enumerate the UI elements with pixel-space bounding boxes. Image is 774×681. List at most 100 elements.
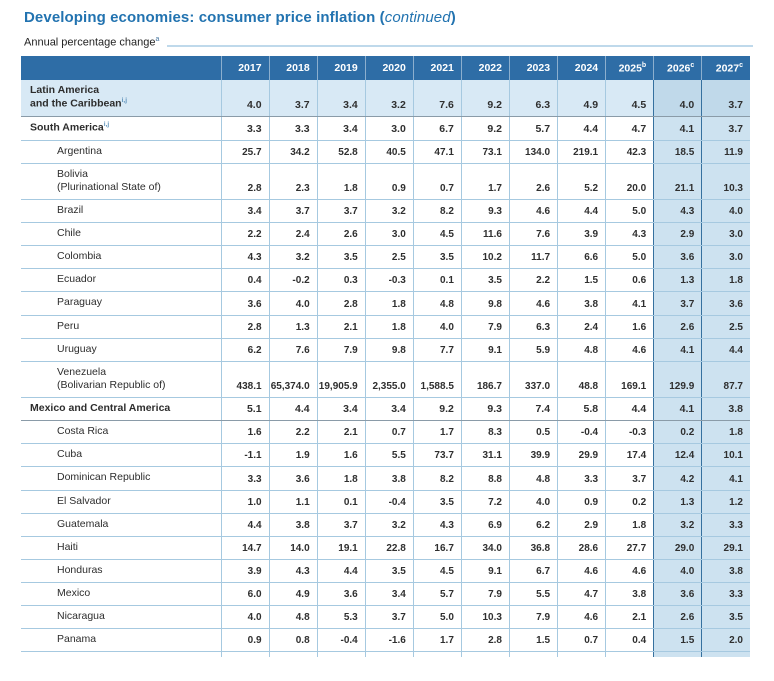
cutoff-row-cell [701,651,750,658]
value-cell-2017: 4.3 [220,245,270,270]
cutoff-row-cell [268,651,318,658]
value-cell-2023: 6.7 [508,559,558,584]
value-cell-2022: 7.9 [460,582,510,607]
value-cell-2025: 4.3 [605,222,654,247]
value-cell-2017: 14.7 [220,536,270,560]
year-footnote-marker: b [641,61,647,69]
cutoff-row-cell [220,651,270,658]
value-cell-2024: -0.4 [557,420,606,445]
value-cell-2025: 5.0 [605,199,654,224]
value-cell-2023: 39.9 [508,443,558,468]
value-cell-2017: 438.1 [220,361,270,399]
row-label: Guatemala [21,513,221,537]
table-row-south-america: South Americai,j 3.3 3.3 3.4 3.0 6.7 9.2 5.7 4.4… [21,116,750,141]
value-cell-2027: 3.3 [701,513,750,537]
value-cell-2022: 2.8 [460,628,510,653]
value-cell-2027: 3.0 [701,222,750,247]
value-cell-2025: 20.0 [605,163,654,200]
row-label: Colombia [21,245,221,270]
value-cell-2017: 4.0 [220,80,270,117]
value-cell-2027: 2.5 [701,315,750,339]
report-page: Developing economies: consumer price inf… [21,9,753,658]
table-body: Latin America and the Caribbeani,j 4.0 3.7 3… [21,80,750,658]
value-cell-2025: 4.4 [605,397,654,422]
value-cell-2017: 3.6 [220,291,270,316]
value-cell-2025: 3.7 [605,466,654,491]
value-cell-2025: 4.1 [605,291,654,316]
value-cell-2024: 4.6 [557,559,606,584]
table-row-mexico-and-central-america: Mexico and Central America 5.1 4.4 3.4 3.4 9.… [21,397,750,422]
value-cell-2020: -1.6 [364,628,414,653]
value-cell-2024: 219.1 [557,140,606,164]
row-label: Mexico and Central America [21,397,221,422]
value-cell-2027: 11.9 [701,140,750,164]
value-cell-2025: 5.0 [605,245,654,270]
table-row-panama: Panama 0.9 0.8 -0.4 -1.6 1.7 2.8 1.5 0.7 0.4 1.5 2.… [21,628,750,653]
value-cell-2021: 1.7 [412,420,462,445]
value-cell-2024: 4.6 [557,605,606,630]
value-cell-2023: 0.5 [508,420,558,445]
value-cell-2023: 7.4 [508,397,558,422]
value-cell-2022: 8.3 [460,420,510,445]
value-cell-2020: 5.5 [364,443,414,468]
value-cell-2018: 7.6 [268,338,318,362]
value-cell-2017: 25.7 [220,140,270,164]
value-cell-2023: 4.6 [508,291,558,316]
value-cell-2027: 4.4 [701,338,750,362]
value-cell-2021: 4.0 [412,315,462,339]
value-cell-2026: 4.1 [653,338,702,362]
value-cell-2018: 1.9 [268,443,318,468]
value-cell-2020: 3.2 [364,80,414,117]
value-cell-2021: 8.2 [412,199,462,224]
value-cell-2022: 31.1 [460,443,510,468]
value-cell-2023: 2.6 [508,163,558,200]
value-cell-2024: 29.9 [557,443,606,468]
value-cell-2026: 4.3 [653,199,702,224]
value-cell-2020: 3.2 [364,199,414,224]
table-row-brazil: Brazil 3.4 3.7 3.7 3.2 8.2 9.3 4.6 4.4 5.0 4.3 4.0 [21,199,750,224]
value-cell-2025: 4.6 [605,559,654,584]
value-cell-2025: 4.5 [605,80,654,117]
value-cell-2021: 3.5 [412,490,462,514]
value-cell-2026: 4.1 [653,116,702,141]
value-cell-2018: 2.4 [268,222,318,247]
value-cell-2023: 11.7 [508,245,558,270]
value-cell-2018: 65,374.0 [268,361,318,399]
value-cell-2025: 2.1 [605,605,654,630]
row-label: South Americai,j [21,116,221,141]
value-cell-2019: 0.1 [316,490,366,514]
value-cell-2025: 4.7 [605,116,654,141]
row-label: Mexico [21,582,221,607]
value-cell-2018: 3.7 [268,80,318,117]
value-cell-2019: 1.6 [316,443,366,468]
page-title-text: Developing economies: consumer price inf… [24,9,376,26]
value-cell-2022: 9.2 [460,116,510,141]
value-cell-2020: 2.5 [364,245,414,270]
year-header-2024: 2024 [557,55,606,81]
table-row-guatemala: Guatemala 4.4 3.8 3.7 3.2 4.3 6.9 6.2 2.9 1.8 3.2 3… [21,513,750,537]
value-cell-2026: 2.6 [653,605,702,630]
value-cell-2017: 2.8 [220,163,270,200]
value-cell-2024: 4.4 [557,116,606,141]
value-cell-2023: 5.5 [508,582,558,607]
value-cell-2024: 28.6 [557,536,606,560]
value-cell-2021: 9.2 [412,397,462,422]
value-cell-2024: 1.5 [557,268,606,293]
value-cell-2022: 7.9 [460,315,510,339]
value-cell-2020: 3.5 [364,559,414,584]
value-cell-2019: 19.1 [316,536,366,560]
page-title: Developing economies: consumer price inf… [24,9,753,26]
value-cell-2018: 34.2 [268,140,318,164]
value-cell-2026: 29.0 [653,536,702,560]
row-label: El Salvador [21,490,221,514]
value-cell-2024: 3.9 [557,222,606,247]
value-cell-2024: 5.8 [557,397,606,422]
value-cell-2020: 9.8 [364,338,414,362]
year-header-2019: 2019 [316,55,366,81]
value-cell-2017: 5.1 [220,397,270,422]
value-cell-2026: 1.5 [653,628,702,653]
table-row-chile: Chile 2.2 2.4 2.6 3.0 4.5 11.6 7.6 3.9 4.3 2.9 3.0 [21,222,750,247]
value-cell-2021: 4.5 [412,222,462,247]
row-label: Uruguay [21,338,221,362]
value-cell-2018: 4.3 [268,559,318,584]
